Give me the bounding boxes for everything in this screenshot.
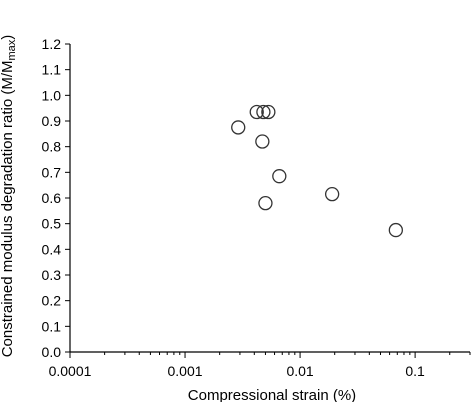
x-tick-label: 0.1 [405, 363, 425, 379]
y-tick-label: 0.9 [42, 113, 62, 129]
data-point [231, 120, 246, 135]
data-point [261, 104, 276, 120]
y-tick-label: 1.2 [42, 36, 62, 52]
y-tick-label: 0.6 [42, 190, 62, 206]
y-tick-label: 0.1 [42, 318, 62, 334]
data-point [388, 222, 403, 238]
data-point [258, 195, 273, 211]
y-tick-label: 1.0 [42, 87, 62, 103]
y-tick-label: 0.0 [42, 344, 62, 360]
y-tick-label: 0.5 [42, 216, 62, 232]
y-tick-label: 0.3 [42, 267, 62, 283]
data-point [249, 104, 264, 120]
y-tick-label: 0.4 [42, 241, 62, 257]
x-tick-label: 0.01 [286, 363, 313, 379]
data-point [324, 186, 340, 202]
y-tick-label: 0.2 [42, 293, 62, 309]
x-tick-label: 0.0001 [49, 363, 92, 379]
y-axis-title-close: ) [0, 35, 16, 40]
data-point [272, 169, 287, 184]
y-axis-ticks: 0.0 0.1 0.2 0.3 0.4 0.5 0.6 0.7 0.8 0.9 1.0 1.1 1.2 [42, 36, 70, 360]
x-axis-title: Compressional strain (%) [188, 387, 356, 402]
data-points [231, 104, 403, 238]
x-tick-label: 0.001 [168, 363, 203, 379]
y-tick-label: 0.7 [42, 164, 62, 180]
y-tick-label: 1.1 [42, 62, 62, 78]
data-point [256, 104, 271, 120]
y-axis-title: Constrained modulus degradation ratio (M… [0, 35, 18, 358]
data-point [255, 134, 270, 149]
y-axis-title-main: Constrained modulus degradation ratio (M… [0, 60, 16, 357]
y-tick-label: 0.8 [42, 139, 62, 155]
x-axis-ticks: 0.0001 0.001 0.01 0.1 [49, 352, 471, 379]
y-axis-title-subscript: max [6, 39, 18, 60]
